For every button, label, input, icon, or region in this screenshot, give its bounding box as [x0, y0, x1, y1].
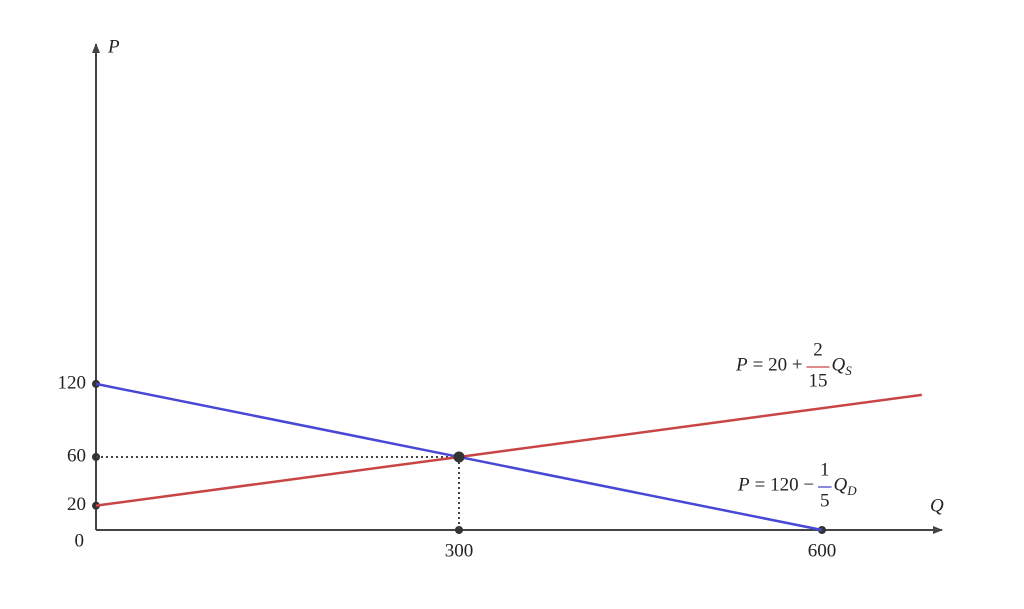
x-tick-dot	[455, 526, 463, 534]
label-den: 5	[820, 490, 830, 511]
label-var: P	[737, 474, 750, 495]
x-axis-label: Q	[930, 495, 944, 516]
x-tick-label: 600	[808, 540, 837, 561]
y-tick-label: 120	[58, 372, 87, 393]
label-var: P	[735, 354, 748, 375]
label-num: 1	[820, 459, 830, 480]
y-tick-label: 60	[67, 445, 86, 466]
label-q: Q	[832, 354, 846, 375]
curve-label: P = 20 + 2 15Q S	[735, 339, 852, 391]
curve-label: P = 120 − 1 5Q D	[737, 459, 857, 511]
label-rest: = 120 −	[755, 474, 814, 495]
label-sub: S	[845, 363, 852, 378]
x-tick-label: 300	[445, 540, 474, 561]
label-sub: D	[846, 483, 857, 498]
label-den: 15	[809, 370, 828, 391]
y-axis-label: P	[107, 36, 120, 57]
y-tick-label: 0	[75, 530, 85, 551]
equilibrium-point	[453, 451, 465, 463]
label-rest: = 20 +	[753, 354, 803, 375]
label-num: 2	[813, 339, 823, 360]
y-tick-label: 20	[67, 494, 86, 515]
label-q: Q	[834, 474, 848, 495]
